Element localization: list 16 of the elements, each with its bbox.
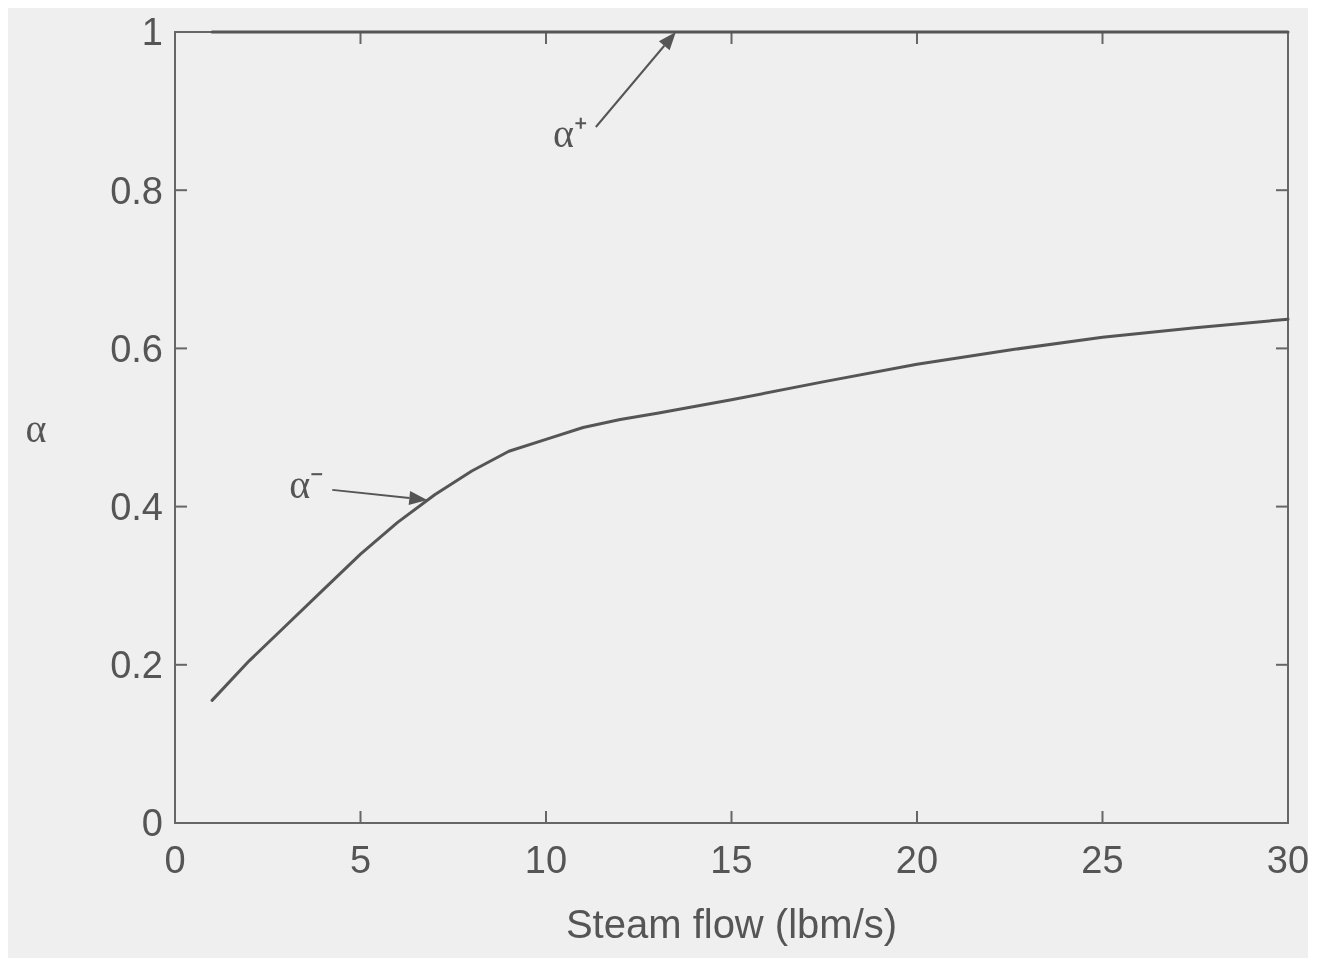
x-tick-label: 20	[895, 839, 939, 881]
annotation: α⁻	[289, 461, 325, 507]
annotation: α⁺	[552, 111, 588, 156]
y-tick-label: 0.4	[110, 485, 163, 528]
y-tick-label: 0.2	[110, 644, 163, 687]
y-tick-label: 0.6	[110, 327, 163, 370]
x-tick-label: 10	[524, 839, 568, 881]
y-axis-title: α	[25, 405, 47, 451]
x-tick-label: 15	[710, 839, 753, 881]
x-axis-title: Steam flow (lbm/s)	[565, 902, 898, 946]
x-tick-label: 25	[1081, 839, 1124, 881]
x-tick-label: 5	[349, 839, 372, 881]
y-tick-label: 0.8	[110, 169, 163, 212]
y-tick-label: 0	[141, 802, 163, 845]
y-tick-label: 1	[141, 11, 163, 54]
x-tick-label: 30	[1266, 839, 1310, 881]
